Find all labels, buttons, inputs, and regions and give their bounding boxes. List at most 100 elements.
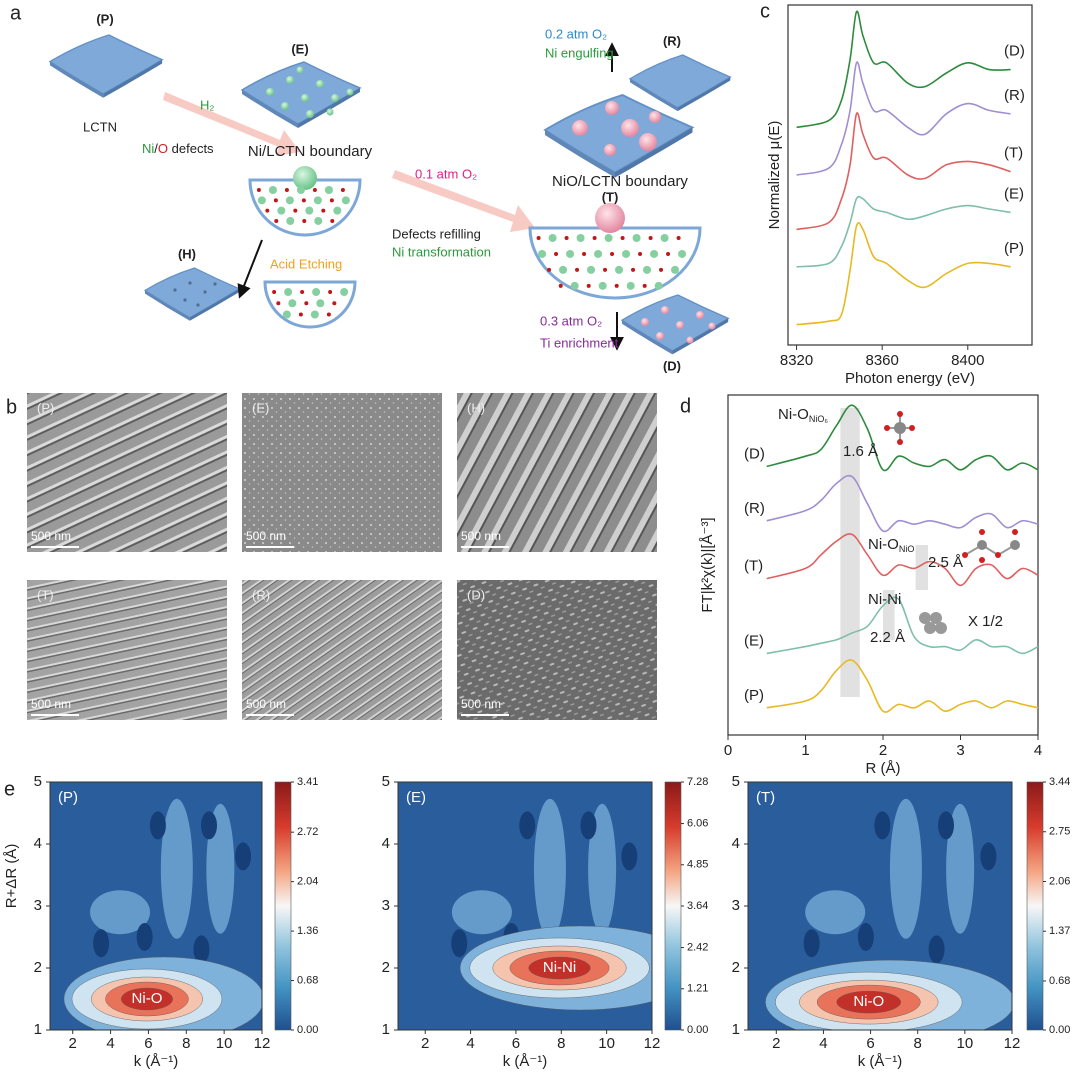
lattice-dots — [272, 288, 349, 319]
map-dip — [580, 811, 597, 840]
sem-image — [457, 580, 657, 720]
lattice-site — [288, 299, 297, 308]
oxygen-site — [586, 283, 591, 288]
x-tick-label: 10 — [598, 1035, 615, 1052]
lattice-site — [654, 281, 663, 290]
colorbar-tick-label: 2.04 — [297, 876, 318, 888]
y-tick-label: 4 — [382, 835, 390, 852]
annotation: 2.5 Å — [928, 554, 963, 571]
x-tick-label: 2 — [772, 1035, 780, 1052]
boundary-bowl — [528, 226, 702, 300]
oxygen-site — [302, 218, 307, 223]
molecule-icon — [962, 529, 1020, 563]
lattice-site — [660, 234, 669, 242]
lattice-site — [277, 206, 286, 215]
x-tick-label: 12 — [1004, 1035, 1021, 1052]
map-ridge — [90, 890, 151, 935]
lattice-site — [312, 288, 321, 296]
lattice-dots — [536, 234, 687, 290]
oxygen-site — [592, 236, 597, 240]
y-tick-label: 2 — [732, 959, 740, 976]
colorbar-tick-label: 2.42 — [687, 941, 708, 953]
map-dip — [451, 929, 468, 958]
lattice-site — [650, 249, 659, 258]
scale-label: 500 nm — [461, 529, 501, 543]
lattice-site — [314, 216, 323, 225]
process-arrow — [237, 239, 263, 299]
x-tick-label: 0 — [724, 742, 732, 759]
map-peak — [836, 990, 901, 1014]
y-tick-label: 2 — [382, 959, 390, 976]
sem-label: (T) — [37, 587, 54, 602]
oxygen-site — [554, 251, 559, 256]
oxygen-site — [298, 312, 303, 317]
panel-label: d — [680, 395, 691, 417]
lattice-site — [559, 265, 568, 274]
highlight-band — [883, 590, 895, 640]
molecule-icon — [884, 411, 915, 445]
map-dip — [149, 811, 166, 840]
annotation-text: Ni-O — [868, 536, 899, 553]
x-tick-label: 2 — [879, 742, 887, 759]
lattice-site — [598, 281, 607, 290]
oxygen-site — [276, 301, 281, 306]
map-ridge — [160, 798, 193, 939]
annotation: 1.6 Å — [843, 443, 878, 460]
oxygen-site — [340, 188, 345, 192]
y-tick-label: 3 — [382, 897, 390, 914]
sem-image — [27, 580, 227, 720]
lattice-site — [257, 196, 266, 205]
gas-label: 0.2 atm O₂ — [545, 26, 607, 41]
scale-label: 500 nm — [461, 697, 501, 711]
particles — [266, 66, 354, 118]
lattice-site — [341, 196, 350, 205]
colorbar-tick-label: 1.37 — [1049, 925, 1070, 937]
y-tick-label: 3 — [732, 897, 740, 914]
colorbar-tick-label: 3.41 — [297, 776, 318, 788]
oxygen-site — [603, 267, 608, 272]
colorbar-tick-label: 2.75 — [1049, 826, 1070, 838]
y-tick-label: 1 — [382, 1021, 390, 1038]
series-label: (D) — [744, 445, 765, 462]
series-label: (E) — [1004, 185, 1024, 202]
process-label: Ni engulfing — [545, 45, 614, 60]
lattice-site — [671, 265, 680, 274]
colorbar-tick-label: 6.06 — [687, 817, 708, 829]
x-tick-label: 4 — [106, 1035, 114, 1052]
x-tick-label: 10 — [957, 1035, 974, 1052]
map-label: (E) — [406, 789, 426, 806]
lattice-site — [594, 249, 603, 258]
y-tick-label: 1 — [34, 1021, 42, 1038]
boundary-label: Ni/LCTN boundary — [248, 143, 373, 160]
oxygen-site — [676, 236, 681, 240]
sem-image — [27, 393, 227, 552]
series-line — [796, 61, 1011, 176]
oxygen-site — [648, 236, 653, 240]
map-dip — [803, 929, 820, 958]
peak-label: Ni-O — [132, 990, 163, 1007]
series-line — [766, 474, 1039, 533]
particle — [595, 203, 625, 233]
scale-label: 500 nm — [31, 529, 71, 543]
wavelet-map — [748, 782, 1012, 1030]
lattice-site — [678, 249, 687, 258]
defects-ni: Ni — [142, 141, 154, 156]
series-line — [766, 596, 1039, 655]
gas-label: 0.1 atm O₂ — [415, 166, 477, 181]
sem-label: (P) — [37, 400, 54, 415]
oxygen-site — [558, 283, 563, 288]
annotation-text: 2.2 Å — [870, 629, 905, 646]
colorbar-tick-label: 1.36 — [297, 925, 318, 937]
gas-label: 0.3 atm O₂ — [540, 313, 602, 328]
colorbar — [664, 781, 682, 1031]
x-tick-label: 3 — [956, 742, 964, 759]
oxygen-site — [610, 251, 615, 256]
colorbar-tick-label: 7.28 — [687, 776, 708, 788]
x-tick-label: 12 — [254, 1035, 271, 1052]
lattice-site — [284, 288, 293, 296]
colorbar-tick-label: 0.68 — [1049, 975, 1070, 987]
x-tick-label: 8 — [557, 1035, 565, 1052]
defects-o: O — [158, 141, 168, 156]
oxygen-site — [284, 188, 289, 192]
oxygen-site — [330, 218, 335, 223]
